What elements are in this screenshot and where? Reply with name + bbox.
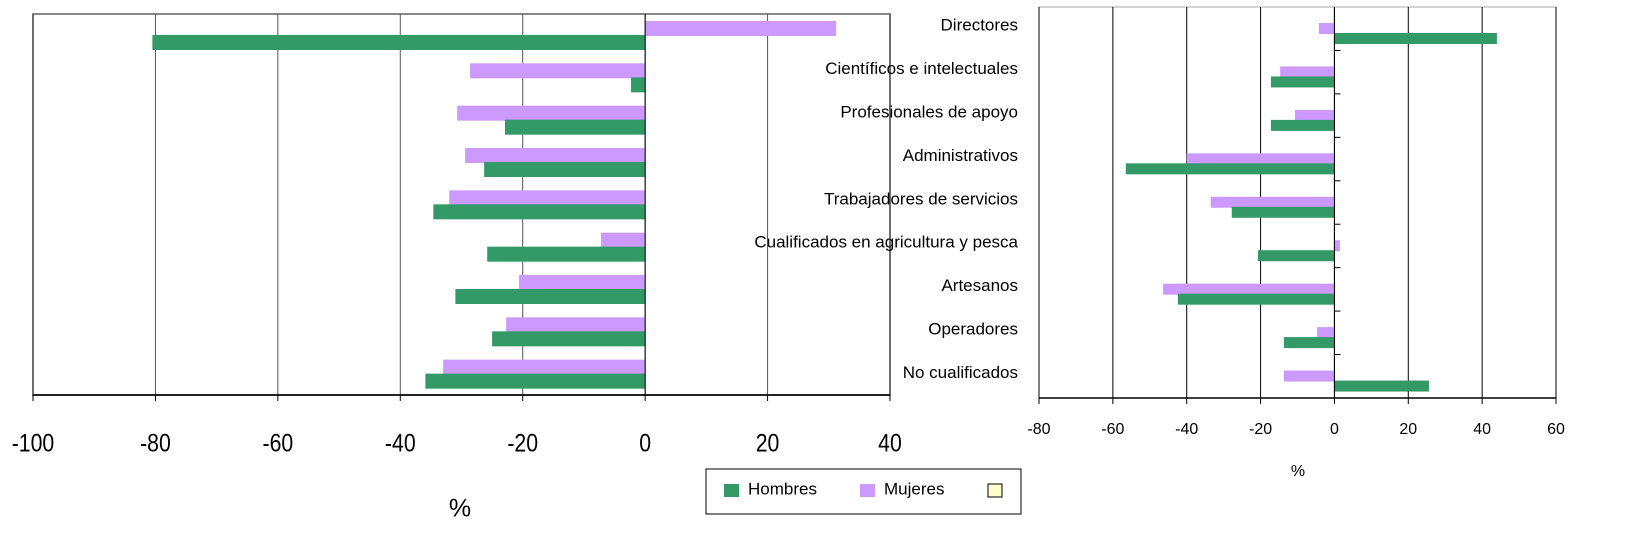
category-label: Artesanos bbox=[941, 276, 1018, 295]
bar bbox=[1257, 250, 1335, 262]
bar bbox=[484, 162, 646, 177]
x-tick-label: -20 bbox=[507, 429, 538, 457]
bar bbox=[443, 359, 646, 375]
bar bbox=[1283, 370, 1335, 382]
legend-swatch bbox=[860, 484, 875, 497]
x-tick-label: -80 bbox=[140, 429, 171, 457]
x-axis-label: % bbox=[449, 495, 471, 523]
category-label: No cualificados bbox=[903, 363, 1018, 382]
bar bbox=[504, 119, 646, 135]
bar bbox=[631, 77, 646, 93]
bar bbox=[1163, 283, 1335, 295]
bar bbox=[1317, 327, 1335, 339]
bar bbox=[1125, 163, 1335, 175]
bar bbox=[519, 275, 646, 290]
bar bbox=[433, 204, 646, 220]
bar bbox=[1270, 76, 1335, 88]
bar bbox=[449, 190, 646, 206]
bar bbox=[506, 317, 646, 333]
bar bbox=[601, 232, 646, 248]
bar bbox=[455, 289, 646, 304]
x-tick-label: 20 bbox=[756, 429, 780, 457]
bar bbox=[1231, 206, 1335, 218]
x-tick-label: 0 bbox=[639, 429, 651, 457]
x-tick-label: 20 bbox=[1399, 421, 1417, 438]
category-label: Profesionales de apoyo bbox=[840, 102, 1018, 121]
bar bbox=[1334, 33, 1497, 44]
category-label: Trabajadores de servicios bbox=[824, 189, 1018, 208]
x-tick-label: 0 bbox=[1330, 421, 1339, 438]
bar bbox=[645, 21, 837, 36]
bar bbox=[1294, 109, 1335, 121]
bar bbox=[152, 35, 646, 50]
x-tick-label: -40 bbox=[1175, 421, 1198, 438]
bar bbox=[1334, 240, 1340, 252]
category-label: Cualificados en agricultura y pesca bbox=[754, 233, 1018, 252]
x-tick-label: -20 bbox=[1249, 421, 1272, 438]
bar bbox=[1177, 293, 1335, 305]
bar bbox=[492, 331, 646, 347]
bar bbox=[1210, 196, 1335, 208]
bar bbox=[1186, 153, 1335, 165]
bar bbox=[465, 148, 646, 163]
bar bbox=[425, 373, 646, 389]
x-axis-label: % bbox=[1291, 463, 1305, 480]
bar bbox=[1334, 380, 1429, 392]
x-tick-label: -40 bbox=[385, 429, 416, 457]
x-tick-label: -80 bbox=[1027, 421, 1050, 438]
legend-swatch bbox=[724, 484, 739, 497]
bar bbox=[1270, 119, 1335, 131]
x-tick-label: 40 bbox=[1473, 421, 1491, 438]
bar bbox=[487, 246, 646, 262]
category-label: Operadores bbox=[928, 320, 1018, 339]
x-tick-label: -100 bbox=[12, 429, 55, 457]
x-tick-label: 60 bbox=[1547, 421, 1565, 438]
x-tick-label: 40 bbox=[878, 429, 902, 457]
bar bbox=[1280, 66, 1335, 78]
bar bbox=[457, 105, 646, 121]
bar bbox=[1283, 337, 1335, 349]
x-tick-label: -60 bbox=[1101, 421, 1124, 438]
bar bbox=[1318, 23, 1335, 34]
category-label: Científicos e intelectuales bbox=[825, 59, 1018, 78]
bar bbox=[470, 63, 646, 79]
x-tick-label: -60 bbox=[263, 429, 294, 457]
category-label: Administrativos bbox=[903, 146, 1018, 165]
legend-swatch bbox=[987, 483, 1003, 498]
legend-label: Mujeres bbox=[884, 479, 944, 498]
legend-label: Hombres bbox=[748, 479, 817, 498]
category-label: Directores bbox=[941, 15, 1018, 34]
